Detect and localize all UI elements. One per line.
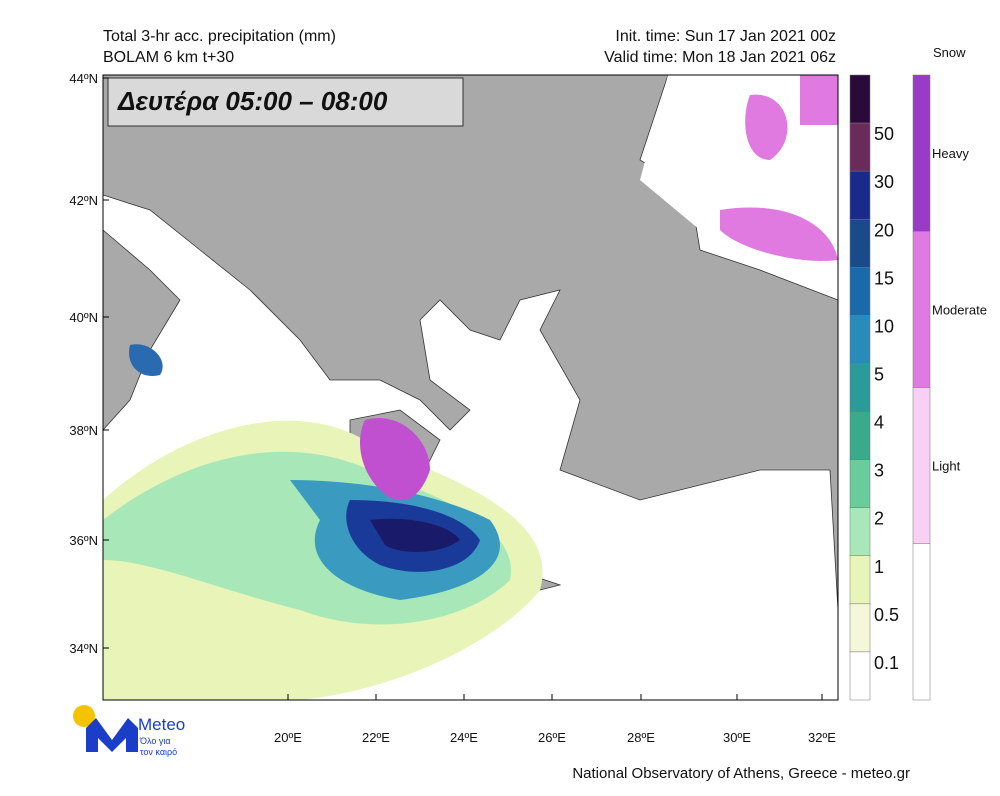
- snow-title: Snow: [933, 45, 966, 60]
- snow-label: Light: [932, 459, 961, 474]
- legend-label: 20: [874, 220, 894, 240]
- logo-name: Meteo: [138, 715, 185, 734]
- legend-label: 15: [874, 268, 894, 288]
- color-swatch: [849, 555, 871, 605]
- lon-label: 28ºE: [627, 730, 655, 745]
- overlay-label: Δευτέρα 05:00 – 08:00: [117, 86, 388, 116]
- legend-label: 3: [874, 461, 884, 481]
- precip-legend: 50 30 20 15 10 5 4 3 2 1 0.5 0.1: [849, 74, 899, 701]
- lat-label: 42ºN: [69, 193, 98, 208]
- overlay-box: [107, 77, 464, 127]
- legend-label: 2: [874, 509, 884, 529]
- axes: 44ºN 42ºN 40ºN 38ºN 36ºN 34ºN 20ºE 22ºE 24ºE 26ºE…: [69, 71, 836, 745]
- subtitle: BOLAM 6 km t+30: [103, 49, 234, 66]
- logo-tagline: Όλο για: [139, 736, 171, 746]
- legend-label: 10: [874, 316, 894, 336]
- lat-label: 34ºN: [69, 641, 98, 656]
- snow-swatch: [912, 543, 931, 701]
- title: Total 3-hr acc. precipitation (mm): [103, 28, 336, 45]
- logo: Meteo Όλο για τον καιρό: [73, 705, 185, 757]
- map: [102, 74, 839, 701]
- legend-label: 0.1: [874, 653, 899, 673]
- color-swatch: [849, 363, 871, 412]
- lon-label: 32ºE: [808, 730, 836, 745]
- color-swatch: [849, 218, 871, 268]
- legend-label: 50: [874, 124, 894, 144]
- legend-label: 1: [874, 557, 884, 577]
- lon-label: 30ºE: [723, 730, 751, 745]
- logo-tagline: τον καιρό: [140, 747, 177, 757]
- snow-legend: Snow Heavy Moderate Light: [912, 45, 987, 701]
- color-swatch: [849, 603, 871, 653]
- snow-label: Moderate: [932, 302, 987, 317]
- legend-label: 0.5: [874, 605, 899, 625]
- lon-label: 24ºE: [450, 730, 478, 745]
- valid-time: Valid time: Mon 18 Jan 2021 06z: [604, 49, 836, 66]
- color-swatch: [849, 267, 871, 316]
- lat-label: 40ºN: [69, 310, 98, 325]
- lat-label: 38ºN: [69, 423, 98, 438]
- legend-label: 5: [874, 364, 884, 384]
- color-swatch: [849, 411, 871, 460]
- color-swatch: [849, 122, 871, 172]
- snow-label: Heavy: [932, 146, 969, 161]
- lon-label: 20ºE: [274, 730, 302, 745]
- init-time: Init. time: Sun 17 Jan 2021 00z: [615, 28, 836, 45]
- lat-label: 36ºN: [69, 533, 98, 548]
- color-swatch: [849, 170, 871, 220]
- footer: National Observatory of Athens, Greece -…: [572, 765, 910, 782]
- snow-swatch: [912, 231, 931, 388]
- color-swatch: [849, 507, 871, 557]
- color-swatch: [849, 651, 871, 701]
- lon-label: 26ºE: [538, 730, 566, 745]
- snow-swatch: [912, 387, 931, 544]
- color-swatch: [849, 74, 871, 124]
- lon-label: 22ºE: [362, 730, 390, 745]
- color-swatch: [849, 315, 871, 364]
- snow-swatch: [912, 74, 931, 232]
- color-swatch: [849, 459, 871, 508]
- lat-label: 44ºN: [69, 71, 98, 86]
- legend-label: 30: [874, 172, 894, 192]
- legend-label: 4: [874, 413, 884, 433]
